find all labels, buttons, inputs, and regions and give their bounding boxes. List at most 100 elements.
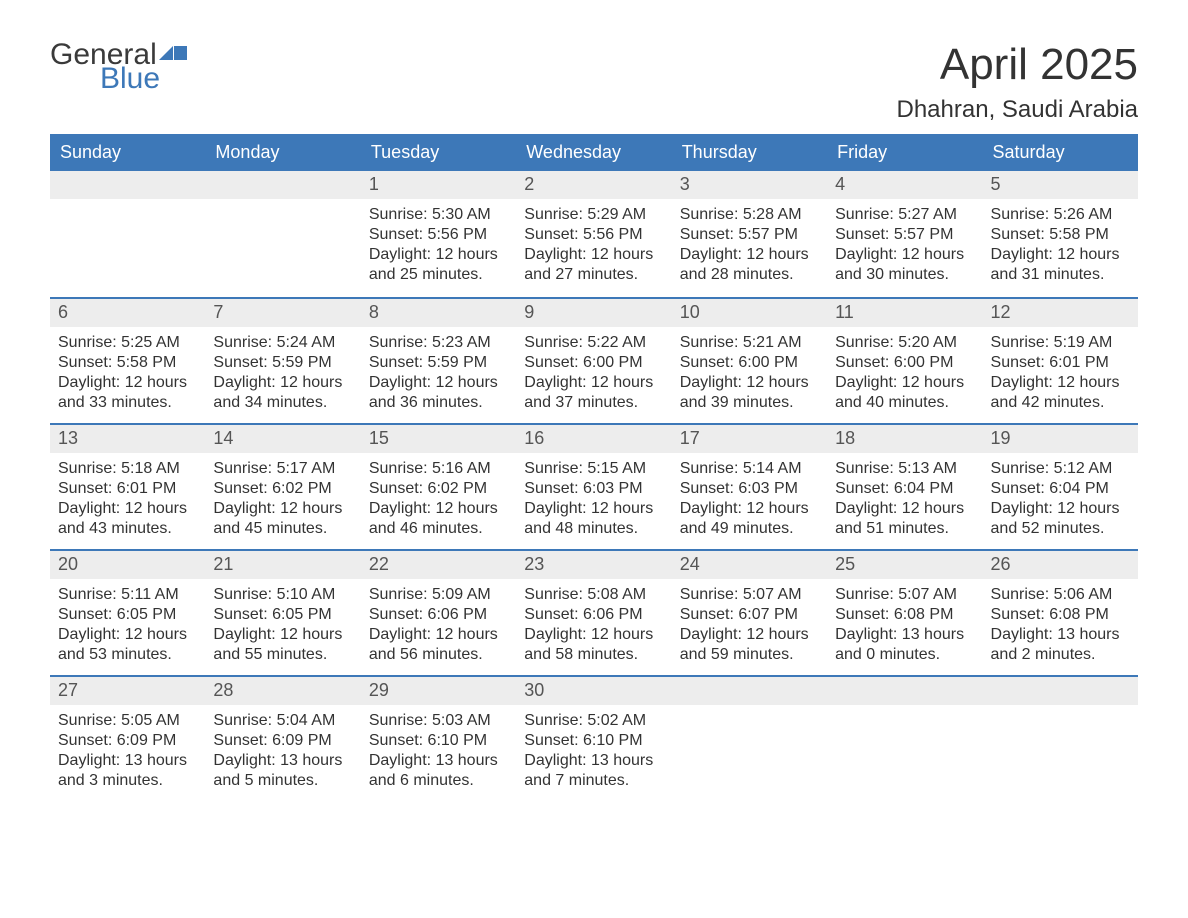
day-body: Sunrise: 5:04 AMSunset: 6:09 PMDaylight:… (205, 705, 360, 801)
day-number: 19 (983, 425, 1138, 453)
sunrise-line: Sunrise: 5:25 AM (58, 333, 197, 353)
day-number (672, 677, 827, 705)
sunrise-line: Sunrise: 5:27 AM (835, 205, 974, 225)
day-number (205, 171, 360, 199)
daylight-line: Daylight: 12 hours and 39 minutes. (680, 373, 819, 413)
day-of-week-header: SundayMondayTuesdayWednesdayThursdayFrid… (50, 134, 1138, 171)
sunrise-line: Sunrise: 5:02 AM (524, 711, 663, 731)
day-number: 9 (516, 299, 671, 327)
sunrise-line: Sunrise: 5:28 AM (680, 205, 819, 225)
daylight-line: Daylight: 12 hours and 28 minutes. (680, 245, 819, 285)
daylight-line: Daylight: 13 hours and 2 minutes. (991, 625, 1130, 665)
sunset-line: Sunset: 5:59 PM (213, 353, 352, 373)
daylight-line: Daylight: 12 hours and 51 minutes. (835, 499, 974, 539)
sunset-line: Sunset: 5:57 PM (680, 225, 819, 245)
day-body: Sunrise: 5:22 AMSunset: 6:00 PMDaylight:… (516, 327, 671, 423)
daylight-line: Daylight: 12 hours and 36 minutes. (369, 373, 508, 413)
day-number: 27 (50, 677, 205, 705)
sunrise-line: Sunrise: 5:29 AM (524, 205, 663, 225)
sunset-line: Sunset: 6:08 PM (835, 605, 974, 625)
day-body: Sunrise: 5:12 AMSunset: 6:04 PMDaylight:… (983, 453, 1138, 549)
sunrise-line: Sunrise: 5:17 AM (213, 459, 352, 479)
daylight-line: Daylight: 12 hours and 58 minutes. (524, 625, 663, 665)
day-number: 5 (983, 171, 1138, 199)
daylight-line: Daylight: 13 hours and 7 minutes. (524, 751, 663, 791)
daylight-line: Daylight: 13 hours and 6 minutes. (369, 751, 508, 791)
day-body: Sunrise: 5:07 AMSunset: 6:08 PMDaylight:… (827, 579, 982, 675)
day-body: Sunrise: 5:21 AMSunset: 6:00 PMDaylight:… (672, 327, 827, 423)
sunset-line: Sunset: 6:05 PM (58, 605, 197, 625)
daylight-line: Daylight: 12 hours and 37 minutes. (524, 373, 663, 413)
day-body: Sunrise: 5:29 AMSunset: 5:56 PMDaylight:… (516, 199, 671, 295)
sunrise-line: Sunrise: 5:30 AM (369, 205, 508, 225)
day-cell: 12Sunrise: 5:19 AMSunset: 6:01 PMDayligh… (983, 299, 1138, 423)
day-cell: 26Sunrise: 5:06 AMSunset: 6:08 PMDayligh… (983, 551, 1138, 675)
sunrise-line: Sunrise: 5:24 AM (213, 333, 352, 353)
sunrise-line: Sunrise: 5:04 AM (213, 711, 352, 731)
daylight-line: Daylight: 12 hours and 48 minutes. (524, 499, 663, 539)
daylight-line: Daylight: 12 hours and 42 minutes. (991, 373, 1130, 413)
daylight-line: Daylight: 12 hours and 52 minutes. (991, 499, 1130, 539)
sunrise-line: Sunrise: 5:10 AM (213, 585, 352, 605)
day-number: 28 (205, 677, 360, 705)
sunrise-line: Sunrise: 5:13 AM (835, 459, 974, 479)
day-body: Sunrise: 5:06 AMSunset: 6:08 PMDaylight:… (983, 579, 1138, 675)
day-cell: 30Sunrise: 5:02 AMSunset: 6:10 PMDayligh… (516, 677, 671, 801)
day-cell: 14Sunrise: 5:17 AMSunset: 6:02 PMDayligh… (205, 425, 360, 549)
day-cell (672, 677, 827, 801)
sunset-line: Sunset: 6:02 PM (369, 479, 508, 499)
day-body: Sunrise: 5:15 AMSunset: 6:03 PMDaylight:… (516, 453, 671, 549)
day-cell (983, 677, 1138, 801)
location: Dhahran, Saudi Arabia (897, 96, 1139, 124)
daylight-line: Daylight: 12 hours and 33 minutes. (58, 373, 197, 413)
day-number: 8 (361, 299, 516, 327)
sunrise-line: Sunrise: 5:06 AM (991, 585, 1130, 605)
daylight-line: Daylight: 12 hours and 34 minutes. (213, 373, 352, 413)
sunset-line: Sunset: 6:02 PM (213, 479, 352, 499)
sunset-line: Sunset: 6:00 PM (524, 353, 663, 373)
sunrise-line: Sunrise: 5:18 AM (58, 459, 197, 479)
week-row: 13Sunrise: 5:18 AMSunset: 6:01 PMDayligh… (50, 423, 1138, 549)
sunset-line: Sunset: 6:05 PM (213, 605, 352, 625)
sunrise-line: Sunrise: 5:05 AM (58, 711, 197, 731)
sunset-line: Sunset: 6:04 PM (991, 479, 1130, 499)
day-body (672, 705, 827, 785)
sunset-line: Sunset: 6:06 PM (369, 605, 508, 625)
sunrise-line: Sunrise: 5:21 AM (680, 333, 819, 353)
day-cell: 6Sunrise: 5:25 AMSunset: 5:58 PMDaylight… (50, 299, 205, 423)
day-body (50, 199, 205, 279)
day-body: Sunrise: 5:11 AMSunset: 6:05 PMDaylight:… (50, 579, 205, 675)
day-cell: 28Sunrise: 5:04 AMSunset: 6:09 PMDayligh… (205, 677, 360, 801)
day-number: 6 (50, 299, 205, 327)
day-cell: 23Sunrise: 5:08 AMSunset: 6:06 PMDayligh… (516, 551, 671, 675)
sunrise-line: Sunrise: 5:16 AM (369, 459, 508, 479)
day-body: Sunrise: 5:02 AMSunset: 6:10 PMDaylight:… (516, 705, 671, 801)
day-body: Sunrise: 5:23 AMSunset: 5:59 PMDaylight:… (361, 327, 516, 423)
day-body: Sunrise: 5:09 AMSunset: 6:06 PMDaylight:… (361, 579, 516, 675)
sunrise-line: Sunrise: 5:14 AM (680, 459, 819, 479)
day-cell: 4Sunrise: 5:27 AMSunset: 5:57 PMDaylight… (827, 171, 982, 297)
day-number: 2 (516, 171, 671, 199)
calendar-page: General Blue April 2025 Dhahran, Saudi A… (0, 0, 1188, 851)
day-body: Sunrise: 5:24 AMSunset: 5:59 PMDaylight:… (205, 327, 360, 423)
day-body: Sunrise: 5:14 AMSunset: 6:03 PMDaylight:… (672, 453, 827, 549)
day-body: Sunrise: 5:18 AMSunset: 6:01 PMDaylight:… (50, 453, 205, 549)
day-number: 12 (983, 299, 1138, 327)
day-cell: 15Sunrise: 5:16 AMSunset: 6:02 PMDayligh… (361, 425, 516, 549)
day-cell: 20Sunrise: 5:11 AMSunset: 6:05 PMDayligh… (50, 551, 205, 675)
day-body: Sunrise: 5:19 AMSunset: 6:01 PMDaylight:… (983, 327, 1138, 423)
sunset-line: Sunset: 6:06 PM (524, 605, 663, 625)
sunset-line: Sunset: 5:56 PM (369, 225, 508, 245)
day-cell: 8Sunrise: 5:23 AMSunset: 5:59 PMDaylight… (361, 299, 516, 423)
sunset-line: Sunset: 6:00 PM (835, 353, 974, 373)
day-cell (827, 677, 982, 801)
day-number: 24 (672, 551, 827, 579)
day-cell: 21Sunrise: 5:10 AMSunset: 6:05 PMDayligh… (205, 551, 360, 675)
day-number: 25 (827, 551, 982, 579)
day-cell: 19Sunrise: 5:12 AMSunset: 6:04 PMDayligh… (983, 425, 1138, 549)
day-cell: 7Sunrise: 5:24 AMSunset: 5:59 PMDaylight… (205, 299, 360, 423)
day-number: 23 (516, 551, 671, 579)
daylight-line: Daylight: 12 hours and 40 minutes. (835, 373, 974, 413)
day-cell: 13Sunrise: 5:18 AMSunset: 6:01 PMDayligh… (50, 425, 205, 549)
day-cell: 24Sunrise: 5:07 AMSunset: 6:07 PMDayligh… (672, 551, 827, 675)
